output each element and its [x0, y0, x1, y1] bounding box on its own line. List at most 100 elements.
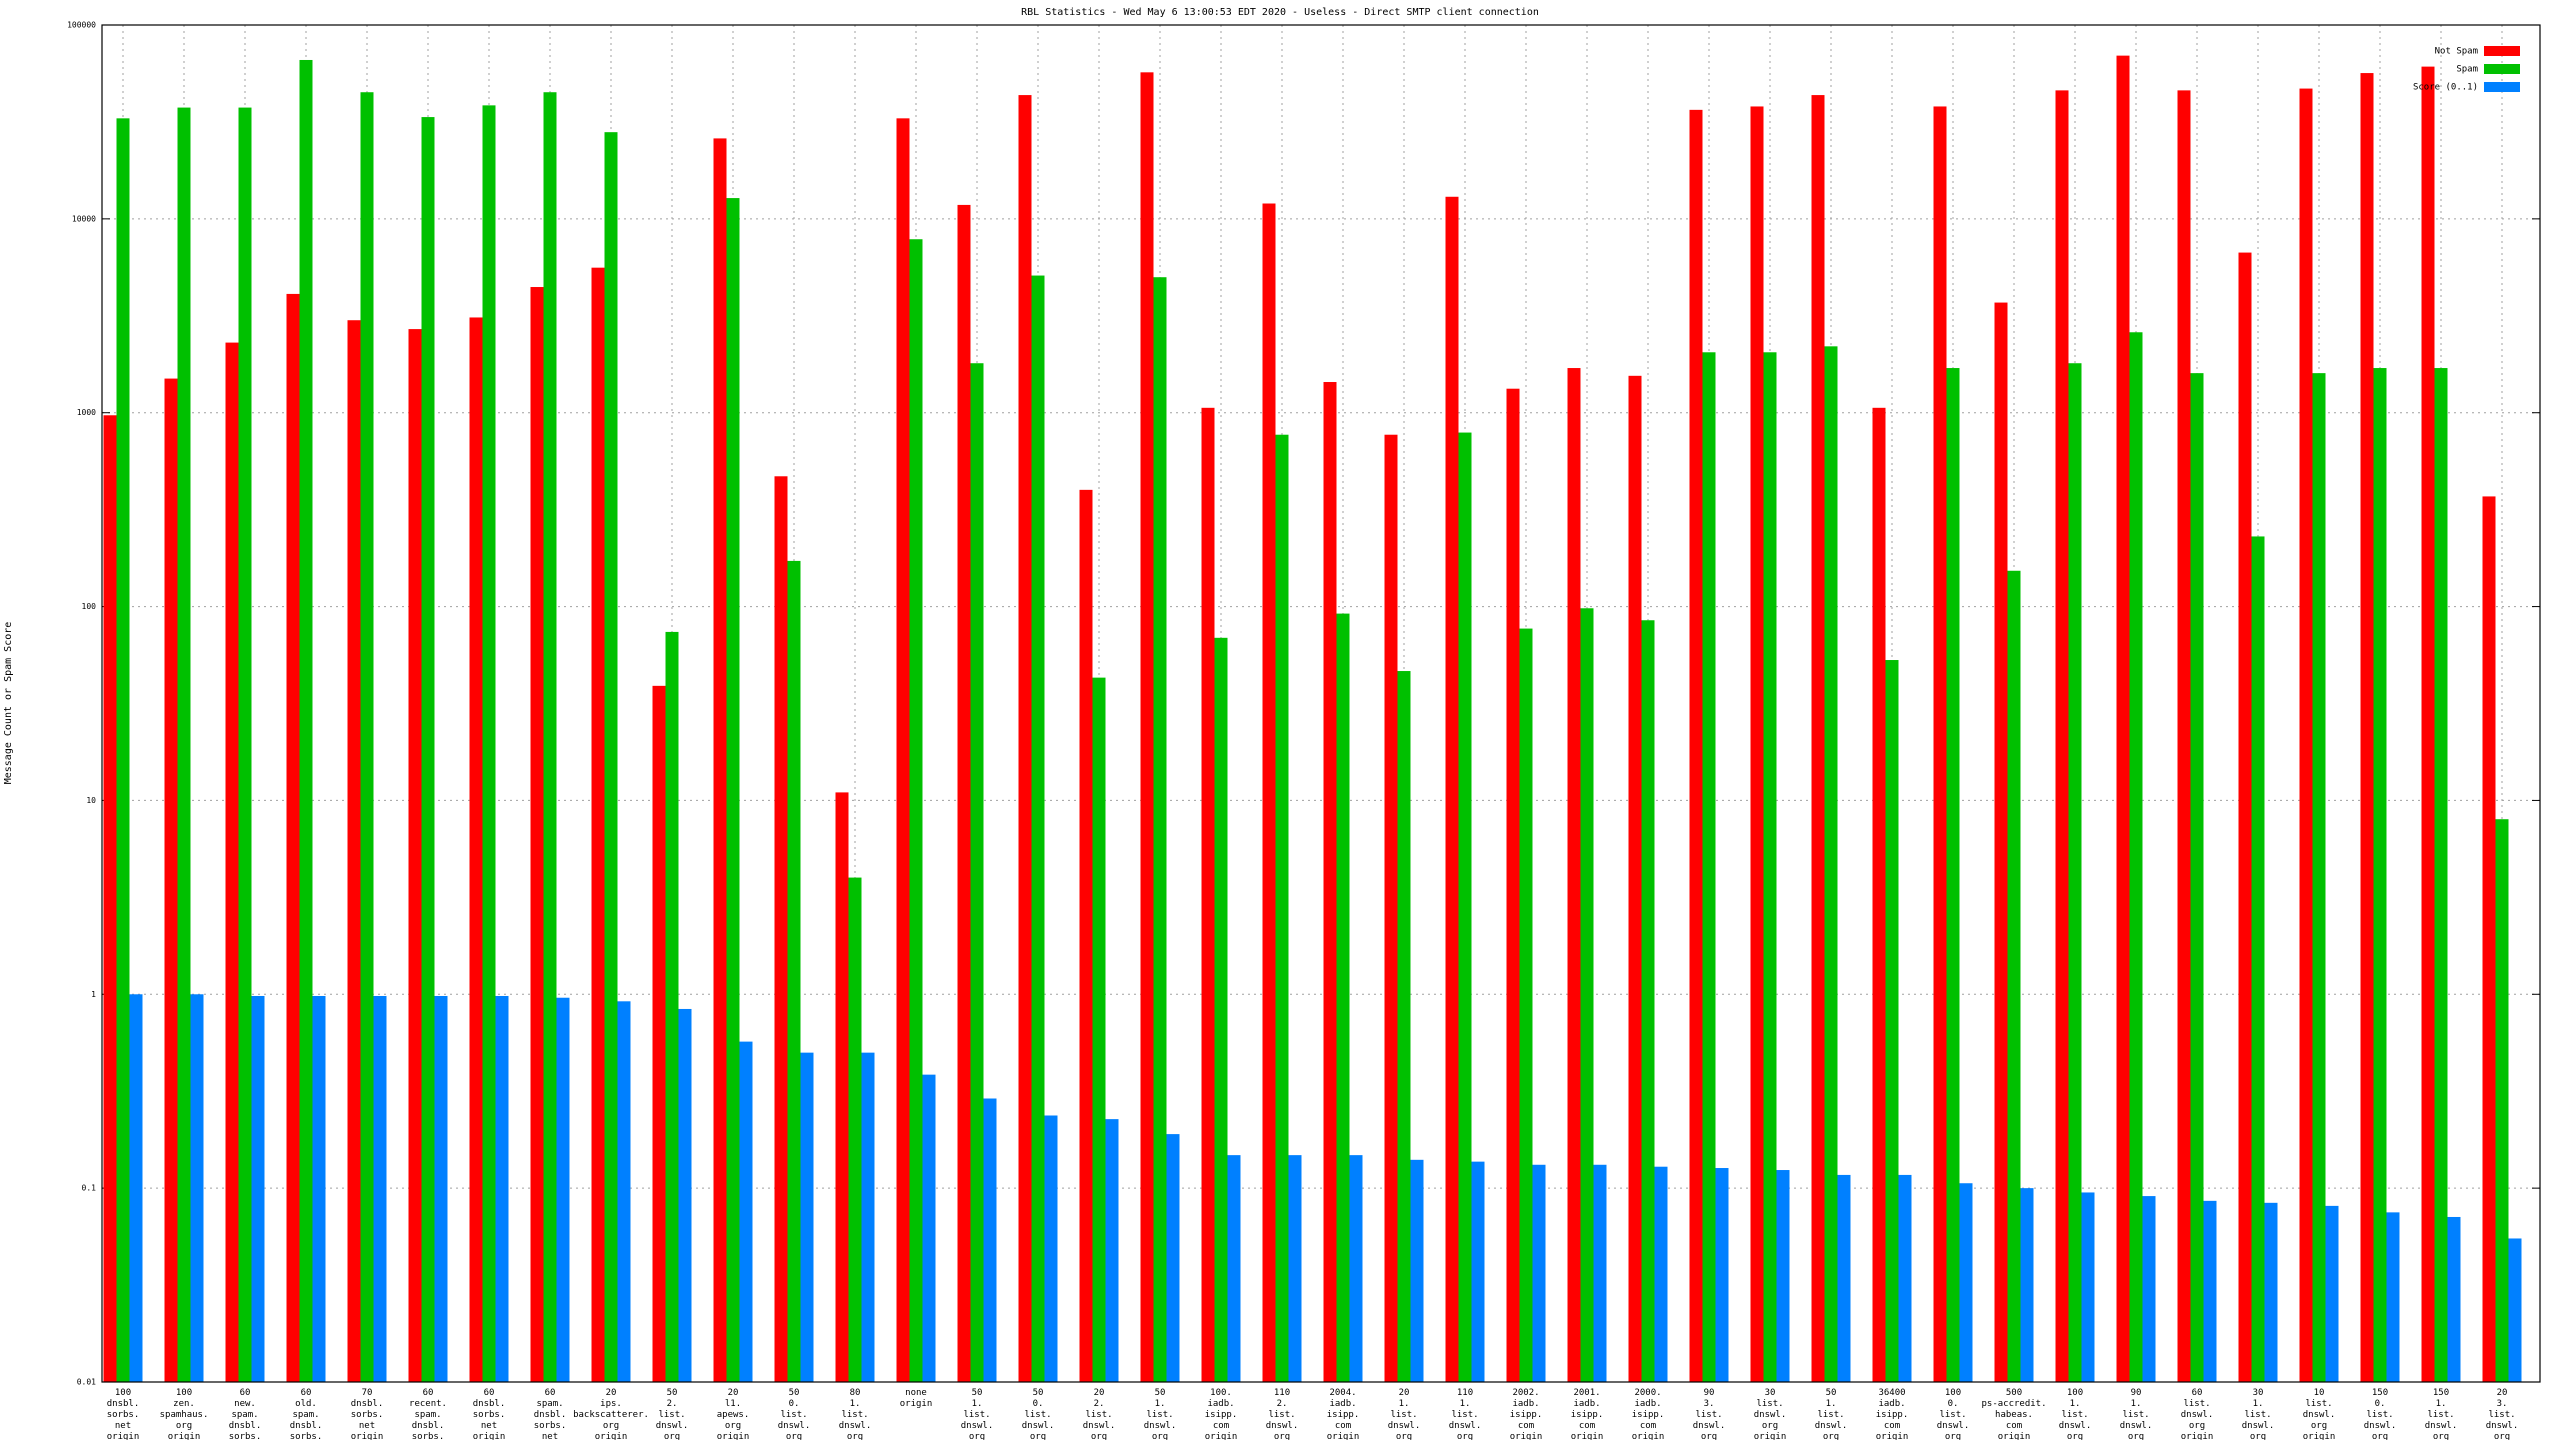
x-tick-label-line: list. [2061, 1410, 2088, 1420]
bar [922, 1074, 936, 1382]
bar [2447, 1216, 2461, 1382]
bar [251, 995, 265, 1382]
x-tick-label-line: 20 [1094, 1388, 1105, 1398]
x-tick-label-line: 36400 [1878, 1388, 1905, 1398]
x-tick-label-line: org [1274, 1432, 1290, 1440]
x-tick-label-line: dnswl. [1083, 1421, 1116, 1431]
x-tick-label: 70 dnsbl. sorbs. net origin [351, 1388, 384, 1440]
x-tick-label-line: 150 [2433, 1388, 2449, 1398]
bar [1458, 432, 1472, 1382]
x-tick-label: 100 dnsbl. sorbs. net origin [107, 1388, 140, 1440]
x-tick-label-line: origin [1571, 1432, 1604, 1440]
bar [848, 877, 862, 1382]
x-tick-label-line: list. [2122, 1410, 2149, 1420]
x-tick-label-line: origin [595, 1432, 628, 1440]
x-tick-label-line: 100 [1945, 1388, 1961, 1398]
x-tick-label-line: dnsbl. [107, 1399, 140, 1409]
bar [1153, 277, 1167, 1382]
x-tick-label-line: dnswl. [1815, 1421, 1848, 1431]
x-tick-label-line: 1. [2436, 1399, 2447, 1409]
x-tick-label-line: dnswl. [2181, 1410, 2214, 1420]
x-tick-label-line: 0. [1033, 1399, 1044, 1409]
x-tick-label-line: org [1152, 1432, 1168, 1440]
bar [2007, 570, 2021, 1382]
bar [543, 92, 557, 1382]
x-tick-label-line: 60 [545, 1388, 556, 1398]
x-tick-label-line: sorbs. [473, 1410, 506, 1420]
x-tick-label-line: origin [717, 1432, 750, 1440]
bar [164, 378, 178, 1382]
y-tick-label: 0.1 [82, 1184, 97, 1193]
x-tick-label: 60 dnsbl. sorbs. net origin [473, 1388, 506, 1440]
x-tick-label-line: dnswl. [2486, 1421, 2519, 1431]
x-tick-label: 2004. iadb. isipp. com origin [1327, 1388, 1360, 1440]
x-tick-label-line: 90 [2131, 1388, 2142, 1398]
bar [530, 287, 544, 1383]
bar [421, 117, 435, 1382]
x-tick-label-line: 100 [176, 1388, 192, 1398]
y-axis-label: Message Count or Spam Score [3, 622, 14, 785]
bar [2360, 73, 2374, 1383]
bar [360, 92, 374, 1382]
bar [2177, 90, 2191, 1382]
x-tick-label-line: isipp. [1510, 1410, 1543, 1420]
bar [1384, 434, 1398, 1382]
bar [665, 631, 679, 1382]
bar [1044, 1115, 1058, 1382]
y-tick-label: 100 [82, 602, 97, 611]
x-tick-label-line: dnswl. [961, 1421, 994, 1431]
x-tick-label-line: 1. [1399, 1399, 1410, 1409]
bar [225, 342, 239, 1382]
x-tick-label-line: backscatterer. [573, 1410, 649, 1420]
bar [652, 685, 666, 1382]
x-tick-label-line: ips. [600, 1399, 622, 1409]
bar [2055, 90, 2069, 1382]
x-tick-label-line: 2. [667, 1399, 678, 1409]
x-tick-label-line: spamhaus. [160, 1410, 209, 1420]
bar [482, 105, 496, 1382]
bar [2325, 1205, 2339, 1382]
x-tick-label-line: org [1457, 1432, 1473, 1440]
x-tick-label-line: 80 [850, 1388, 861, 1398]
x-tick-label: 500 ps-accredit. habeas. com origin [1981, 1388, 2046, 1440]
legend-swatch [2484, 46, 2520, 56]
legend-swatch [2484, 64, 2520, 74]
x-tick-label-line: list. [1146, 1410, 1173, 1420]
x-tick-label-line: dnsbl. [290, 1421, 323, 1431]
plot-frame [101, 24, 2541, 1383]
x-tick-label-line: 20 [728, 1388, 739, 1398]
x-tick-label-line: 50 [972, 1388, 983, 1398]
x-tick-label-line: 50 [1826, 1388, 1837, 1398]
x-tick-label-line: org [847, 1432, 863, 1440]
x-tick-label-line: org [1762, 1421, 1778, 1431]
x-tick-label: 20 ips. backscatterer. org origin [573, 1388, 649, 1440]
x-tick-label-line: origin [900, 1399, 933, 1409]
x-tick-label-line: dnswl. [656, 1421, 689, 1431]
x-tick-label: 10 list. dnswl. org origin [2303, 1388, 2336, 1440]
x-tick-label-line: habeas. [1995, 1410, 2033, 1420]
x-tick-label-line: org [725, 1421, 741, 1431]
x-tick-label-line: 50 [1033, 1388, 1044, 1398]
x-tick-label-line: 0. [1948, 1399, 1959, 1409]
bar [2081, 1192, 2095, 1382]
bar [2299, 88, 2313, 1383]
bar [726, 198, 740, 1382]
x-tick-label-line: zen. [173, 1399, 195, 1409]
legend-label: Score (0..1) [2413, 83, 2478, 93]
bar [2068, 363, 2082, 1382]
x-tick-label-line: spam. [536, 1399, 563, 1409]
bar [678, 1008, 692, 1382]
bar [1824, 346, 1838, 1382]
bar [1031, 275, 1045, 1382]
